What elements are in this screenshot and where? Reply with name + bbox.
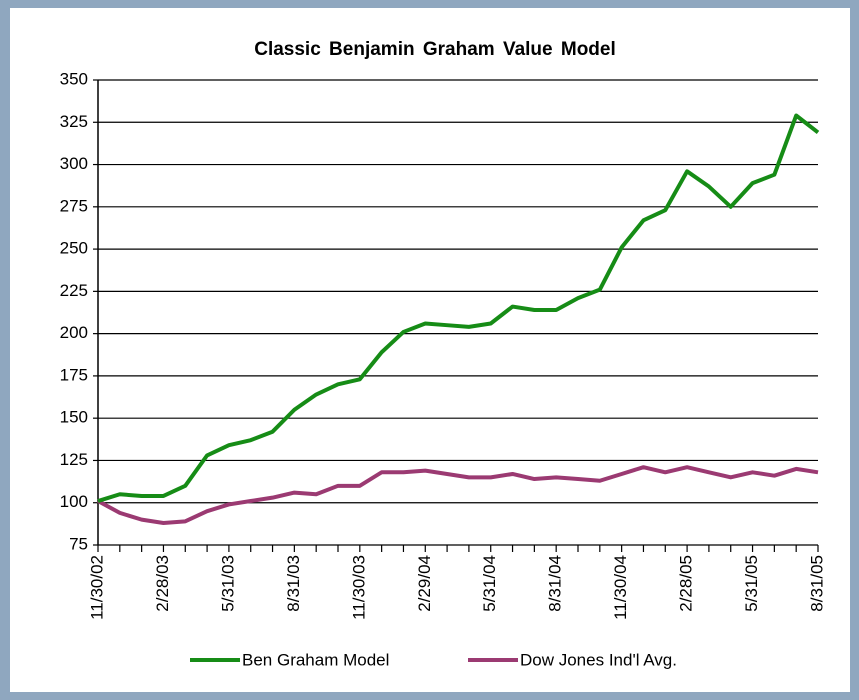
y-tick-label: 275 bbox=[60, 196, 88, 215]
legend-label: Dow Jones Ind'l Avg. bbox=[520, 650, 677, 669]
series-line bbox=[97, 465, 819, 526]
x-tick-label: 2/28/05 bbox=[677, 555, 696, 612]
x-tick-label: 5/31/04 bbox=[480, 555, 499, 612]
series-line bbox=[97, 113, 820, 503]
y-tick-label: 150 bbox=[60, 408, 88, 427]
x-tick-label: 2/29/04 bbox=[415, 555, 434, 612]
x-tick-label: 8/31/05 bbox=[807, 555, 826, 612]
x-tick-label: 2/28/03 bbox=[153, 555, 172, 612]
y-tick-label: 350 bbox=[60, 69, 88, 88]
x-tick-label: 11/30/02 bbox=[87, 555, 106, 620]
y-tick-label: 250 bbox=[60, 239, 88, 258]
y-tick-label: 200 bbox=[60, 323, 88, 342]
y-tick-label: 300 bbox=[60, 154, 88, 173]
x-tick-label: 5/31/03 bbox=[218, 555, 237, 612]
y-tick-label: 175 bbox=[60, 365, 88, 384]
x-tick-label: 5/31/05 bbox=[742, 555, 761, 612]
y-tick-label: 100 bbox=[60, 492, 88, 511]
x-tick-label: 8/31/04 bbox=[546, 555, 565, 612]
x-tick-label: 8/31/03 bbox=[284, 555, 303, 612]
legend-label: Ben Graham Model bbox=[242, 650, 389, 669]
y-tick-label: 225 bbox=[60, 281, 88, 300]
y-tick-label: 325 bbox=[60, 112, 88, 131]
x-tick-label: 11/30/03 bbox=[349, 555, 368, 620]
x-tick-label: 11/30/04 bbox=[611, 555, 630, 620]
y-tick-label: 125 bbox=[60, 450, 88, 469]
chart-title: Classic Benjamin Graham Value Model bbox=[254, 39, 616, 60]
y-tick-label: 75 bbox=[69, 534, 88, 553]
